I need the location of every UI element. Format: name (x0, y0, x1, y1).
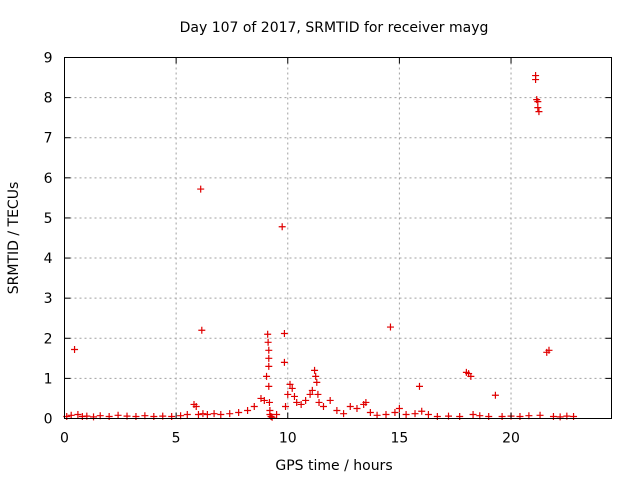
data-point (217, 410, 225, 418)
y-tick-label: 4 (44, 251, 53, 267)
data-point (280, 329, 288, 337)
data-point (312, 372, 320, 380)
data-point (402, 410, 410, 418)
data-point (286, 380, 294, 388)
data-point (340, 410, 348, 418)
data-point (250, 402, 258, 410)
data-point (67, 411, 75, 419)
ticks-layer: 0 5 10 15 20 0 1 2 3 4 5 6 7 8 9 (44, 51, 612, 447)
data-point (326, 396, 334, 404)
y-tick-label: 6 (44, 171, 53, 187)
points-layer (63, 72, 578, 421)
data-point (353, 404, 361, 412)
data-point (244, 406, 252, 414)
data-point (545, 346, 553, 354)
data-point (273, 410, 281, 418)
x-tick-label: 10 (279, 431, 297, 447)
data-point (194, 410, 202, 418)
chart-title: Day 107 of 2017, SRMTID for receiver may… (180, 20, 489, 36)
y-tick-label: 0 (44, 412, 53, 428)
y-tick-label: 7 (44, 131, 53, 147)
x-tick-label: 0 (60, 431, 69, 447)
grid-layer (64, 57, 612, 419)
data-point (260, 396, 268, 404)
data-point (71, 346, 79, 354)
data-point (235, 408, 243, 416)
data-point (263, 372, 271, 380)
data-point (265, 354, 273, 362)
data-point (197, 185, 205, 193)
y-tick-label: 8 (44, 91, 53, 107)
data-point (366, 408, 374, 416)
data-point (411, 410, 419, 418)
data-point (346, 402, 354, 410)
data-point (290, 392, 298, 400)
data-point (469, 410, 477, 418)
data-point (313, 378, 321, 386)
y-tick-label: 2 (44, 331, 53, 347)
data-point (314, 390, 322, 398)
data-point (288, 384, 296, 392)
data-point (311, 366, 319, 374)
data-point (199, 410, 207, 418)
data-point (391, 408, 399, 416)
data-point (386, 323, 394, 331)
data-point (265, 382, 273, 390)
x-tick-label: 20 (502, 431, 520, 447)
data-point (534, 104, 542, 112)
data-point (282, 402, 290, 410)
data-point (183, 410, 191, 418)
data-point (264, 338, 272, 346)
data-point (556, 413, 564, 421)
data-point (203, 410, 211, 418)
data-point (265, 362, 273, 370)
data-point (308, 386, 316, 394)
x-axis-label: GPS time / hours (275, 458, 392, 474)
data-point (536, 411, 544, 419)
data-point (265, 346, 273, 354)
data-point (373, 411, 381, 419)
data-point (192, 402, 200, 410)
data-point (284, 390, 292, 398)
y-tick-label: 1 (44, 371, 53, 387)
data-point (297, 400, 305, 408)
data-point (268, 413, 276, 421)
data-point (424, 410, 432, 418)
data-point (302, 396, 310, 404)
data-point (395, 404, 403, 412)
data-point (293, 398, 301, 406)
data-point (315, 398, 323, 406)
data-point (418, 407, 426, 415)
data-point (226, 410, 234, 418)
y-axis-label: SRMTID / TECUs (6, 182, 22, 295)
data-point (535, 108, 543, 116)
data-point (280, 358, 288, 366)
data-point (265, 398, 273, 406)
data-point (306, 390, 314, 398)
plot-frame (64, 57, 612, 419)
data-point (264, 330, 272, 338)
y-tick-label: 5 (44, 211, 53, 227)
data-point (532, 76, 540, 84)
data-point (362, 398, 370, 406)
data-point (210, 410, 218, 418)
data-point (319, 402, 327, 410)
data-point (114, 411, 122, 419)
data-point (333, 406, 341, 414)
x-tick-label: 15 (390, 431, 408, 447)
data-point (415, 382, 423, 390)
data-point (491, 391, 499, 399)
y-tick-label: 9 (44, 51, 53, 67)
data-point (467, 372, 475, 380)
data-point (198, 326, 206, 334)
data-point (534, 98, 542, 106)
data-point (74, 410, 82, 418)
y-tick-label: 3 (44, 291, 53, 307)
x-tick-label: 5 (172, 431, 181, 447)
data-point (278, 223, 286, 231)
data-point (382, 410, 390, 418)
data-point (90, 413, 98, 421)
